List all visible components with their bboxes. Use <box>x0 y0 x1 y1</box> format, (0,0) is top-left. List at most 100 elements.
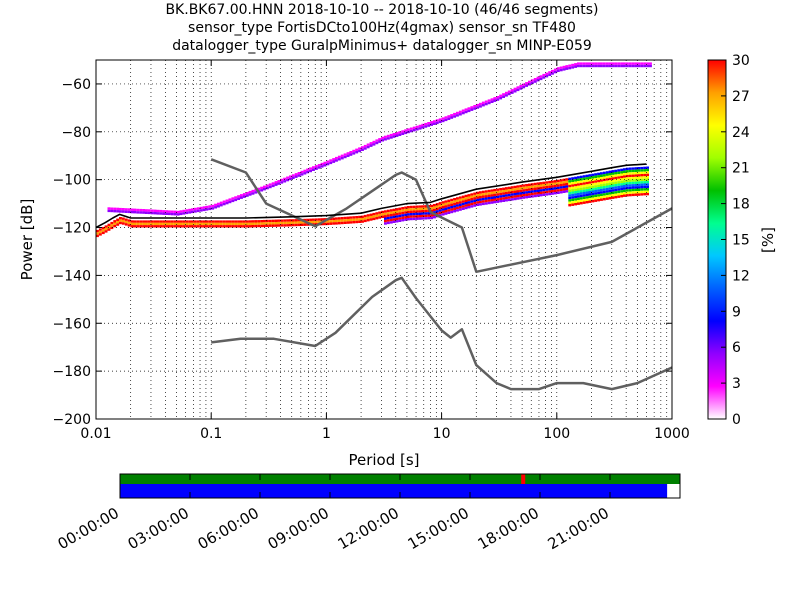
heatmap-cell <box>470 202 474 206</box>
heatmap-cell <box>182 209 186 213</box>
heatmap-cell <box>375 217 379 220</box>
heatmap-cell <box>623 64 626 68</box>
heatmap-cell <box>643 166 647 170</box>
heatmap-cell <box>502 95 505 98</box>
heatmap-cell <box>214 203 217 207</box>
heatmap-cell <box>444 207 448 210</box>
heatmap-cell <box>456 199 459 202</box>
heatmap-cell <box>582 196 586 200</box>
heatmap-cell <box>395 134 399 137</box>
heatmap-cell <box>116 223 120 226</box>
heatmap-cell <box>185 222 189 226</box>
heatmap-cell <box>574 198 577 201</box>
heatmap-cell <box>473 204 477 207</box>
heatmap-cell <box>170 225 174 228</box>
heatmap-cell <box>254 222 258 225</box>
heatmap-cell <box>577 181 580 184</box>
heatmap-cell <box>133 208 137 211</box>
heatmap-cell <box>591 64 595 68</box>
heatmap-cell <box>605 64 609 68</box>
heatmap-cell <box>565 180 569 183</box>
heatmap-cell <box>542 186 546 189</box>
heatmap-cell <box>611 184 615 187</box>
heatmap-cell <box>268 185 272 189</box>
heatmap-cell <box>574 191 577 194</box>
heatmap-cell <box>291 219 295 222</box>
heatmap-cell <box>481 101 485 104</box>
heatmap-cell <box>268 219 272 223</box>
heatmap-cell <box>571 66 575 69</box>
heatmap-cell <box>240 194 243 197</box>
heatmap-cell <box>271 182 275 185</box>
heatmap-cell <box>605 195 609 198</box>
heatmap-cell <box>553 180 557 183</box>
coverage-tick-label: 15:00:00 <box>405 504 472 553</box>
heatmap-cell <box>277 224 281 227</box>
heatmap-cell <box>240 196 243 199</box>
heatmap-cell <box>481 202 485 206</box>
heatmap-cell <box>294 219 298 222</box>
heatmap-cell <box>219 225 223 228</box>
heatmap-cell <box>516 88 520 92</box>
heatmap-cell <box>116 218 120 221</box>
heatmap-cell <box>620 178 624 181</box>
heatmap-cell <box>637 186 641 189</box>
heatmap-cell <box>605 185 609 188</box>
heatmap-cell <box>289 224 292 227</box>
heatmap-cell <box>505 191 508 195</box>
heatmap-cell <box>510 188 514 191</box>
heatmap-cell <box>312 218 315 221</box>
heatmap-cell <box>444 212 448 215</box>
heatmap-cell <box>571 203 575 206</box>
heatmap-cell <box>528 186 531 189</box>
heatmap-cell <box>332 220 336 223</box>
heatmap-cell <box>150 225 154 228</box>
heatmap-cell <box>398 217 402 220</box>
heatmap-cell <box>585 191 589 194</box>
heatmap-cell <box>487 194 491 197</box>
heatmap-cell <box>392 135 396 138</box>
heatmap-cell <box>646 168 649 172</box>
heatmap-cell <box>634 172 638 175</box>
heatmap-cell <box>623 170 626 173</box>
heatmap-cell <box>165 212 168 215</box>
heatmap-cell <box>611 191 615 195</box>
heatmap-cell <box>582 194 586 197</box>
heatmap-cell <box>620 192 624 195</box>
heatmap-cell <box>196 207 200 210</box>
heatmap-cell <box>643 169 647 172</box>
heatmap-cell <box>519 184 523 188</box>
heatmap-cell <box>366 143 370 146</box>
heatmap-cell <box>551 182 554 186</box>
heatmap-cell <box>435 121 439 125</box>
heatmap-cell <box>597 177 600 180</box>
heatmap-cell <box>378 213 382 217</box>
heatmap-cell <box>381 213 384 216</box>
heatmap-cell <box>484 202 488 205</box>
heatmap-cell <box>392 133 396 136</box>
heatmap-cell <box>617 169 621 172</box>
heatmap-cell <box>464 110 468 114</box>
heatmap-cell <box>542 184 546 187</box>
heatmap-cell <box>591 192 595 196</box>
heatmap-cell <box>113 207 117 210</box>
heatmap-cell <box>225 199 229 202</box>
heatmap-cell <box>516 190 520 193</box>
heatmap-cell <box>176 210 180 214</box>
heatmap-cell <box>533 190 537 193</box>
heatmap-cell <box>286 178 289 182</box>
heatmap-cell <box>643 188 647 191</box>
heatmap-cell <box>461 198 465 201</box>
heatmap-cell <box>346 219 350 222</box>
heatmap-cell <box>234 220 238 223</box>
heatmap-cell <box>533 182 537 186</box>
heatmap-cell <box>525 84 528 87</box>
heatmap-cell <box>600 177 603 180</box>
heatmap-cell <box>168 210 171 213</box>
heatmap-cell <box>614 172 618 175</box>
heatmap-cell <box>337 158 341 161</box>
heatmap-cell <box>214 225 217 228</box>
heatmap-cell <box>548 192 552 196</box>
heatmap-cell <box>409 217 413 221</box>
heatmap-cell <box>438 209 442 212</box>
